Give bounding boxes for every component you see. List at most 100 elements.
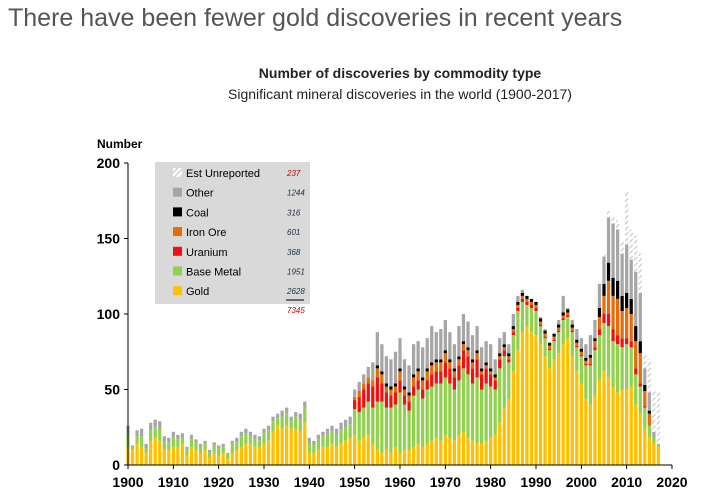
bar-uranium-1998 <box>570 330 574 333</box>
bar-uranium-1969 <box>439 371 443 384</box>
bar-gold-2012 <box>634 404 638 465</box>
bar-gold-1964 <box>416 443 420 465</box>
bar-base-metal-1949 <box>348 424 352 438</box>
bar-base-metal-1901 <box>130 446 135 450</box>
bar-coal-1967 <box>430 362 434 366</box>
bar-gold-1904 <box>144 452 148 465</box>
bar-base-metal-1971 <box>448 383 452 438</box>
bar-gold-1918 <box>207 457 212 465</box>
bar-gold-1972 <box>452 440 457 465</box>
bar-other-1996 <box>561 295 565 313</box>
bar-base-metal-1923 <box>230 443 234 453</box>
legend-swatch-uranium <box>173 246 182 256</box>
bar-base-metal-1929 <box>257 440 262 447</box>
bar-est-unreported-2012 <box>634 235 638 272</box>
bar-base-metal-1907 <box>158 428 162 441</box>
y-tick-label: 100 <box>97 306 121 322</box>
bar-base-metal-1956 <box>380 401 384 453</box>
x-tick-label: 1950 <box>339 474 370 490</box>
legend-total-other: 1244 <box>287 189 305 198</box>
bar-gold-1947 <box>339 443 343 465</box>
bar-iron-ore-1992 <box>543 333 547 337</box>
bar-uranium-1986 <box>516 307 520 311</box>
bar-gold-1983 <box>502 407 506 465</box>
bar-other-1966 <box>425 338 429 369</box>
bar-other-1921 <box>221 443 225 447</box>
bar-other-1947 <box>339 422 343 431</box>
bar-gold-1935 <box>285 425 289 465</box>
bar-base-metal-1941 <box>312 445 316 453</box>
bar-gold-1910 <box>171 446 175 465</box>
bar-coal-1986 <box>516 301 520 305</box>
bar-area <box>126 190 661 465</box>
bar-coal-2002 <box>588 354 593 358</box>
bar-coal-2014 <box>643 384 647 392</box>
bar-base-metal-1988 <box>525 304 529 327</box>
bar-uranium-2011 <box>629 341 633 348</box>
bar-other-1912 <box>180 433 185 438</box>
bar-iron-ore-1962 <box>407 395 411 402</box>
bar-gold-1940 <box>307 452 311 465</box>
bar-uranium-1964 <box>416 380 420 390</box>
bar-gold-1937 <box>294 428 298 465</box>
bar-other-1999 <box>575 329 579 340</box>
bar-other-1944 <box>325 428 330 435</box>
bar-est-unreported-2009 <box>620 241 624 254</box>
bar-uranium-1951 <box>357 397 361 413</box>
bar-gold-1911 <box>176 446 180 465</box>
bar-other-1983 <box>502 332 506 345</box>
bar-iron-ore-2015 <box>647 413 651 426</box>
bar-base-metal-1954 <box>371 407 375 444</box>
bar-est-unreported-2013 <box>638 253 642 293</box>
bar-iron-ore-1991 <box>538 321 543 325</box>
bar-gold-1912 <box>180 443 185 465</box>
bar-gold-1905 <box>149 440 153 465</box>
bar-base-metal-1961 <box>402 404 407 450</box>
bar-coal-1973 <box>457 356 461 360</box>
x-tick-label: 1960 <box>384 474 415 490</box>
bar-uranium-1992 <box>543 336 547 339</box>
bar-base-metal-2006 <box>606 326 611 378</box>
bar-iron-ore-2000 <box>579 351 583 355</box>
bar-other-1956 <box>380 344 384 372</box>
bar-base-metal-2009 <box>620 347 624 390</box>
bar-gold-1906 <box>153 437 157 465</box>
bar-other-1987 <box>520 289 525 293</box>
bar-gold-1909 <box>167 449 171 465</box>
legend-label-iron-ore: Iron Ore <box>186 227 226 239</box>
bar-gold-1933 <box>275 425 280 465</box>
bar-gold-1996 <box>561 344 565 465</box>
x-tick-label: 1990 <box>520 474 551 490</box>
bar-base-metal-1958 <box>389 407 393 453</box>
bar-gold-2013 <box>638 413 642 465</box>
bar-est-unreported-2015 <box>647 359 651 393</box>
bar-uranium-1952 <box>362 389 366 408</box>
bar-iron-ore-1952 <box>362 383 366 390</box>
bar-gold-1987 <box>520 332 525 465</box>
bar-coal-1994 <box>552 333 556 337</box>
x-tick-label: 1940 <box>294 474 325 490</box>
bar-other-1917 <box>203 440 207 444</box>
bar-est-unreported-2016 <box>652 389 656 432</box>
bar-gold-1927 <box>248 443 253 465</box>
bar-gold-1994 <box>552 359 556 465</box>
y-tick-label: 200 <box>97 155 121 171</box>
bar-gold-1959 <box>393 446 398 465</box>
bar-coal-1978 <box>479 368 484 372</box>
bar-uranium-1978 <box>479 374 484 390</box>
bar-base-metal-1931 <box>266 430 271 441</box>
bar-coal-1961 <box>402 386 407 390</box>
bar-base-metal-1927 <box>248 436 253 444</box>
bar-gold-2002 <box>588 404 593 465</box>
bar-other-2013 <box>638 292 642 342</box>
bar-gold-1939 <box>303 422 307 465</box>
bar-other-1924 <box>235 437 239 443</box>
legend-label-est-unreported: Est Unreported <box>186 168 260 180</box>
bar-iron-ore-2004 <box>597 317 602 330</box>
bar-gold-2015 <box>647 437 651 465</box>
bar-iron-ore-2010 <box>625 307 629 339</box>
bar-gold-2006 <box>606 377 611 465</box>
bar-uranium-1968 <box>434 371 438 384</box>
bar-base-metal-1903 <box>139 436 144 447</box>
bar-other-2016 <box>652 431 656 438</box>
